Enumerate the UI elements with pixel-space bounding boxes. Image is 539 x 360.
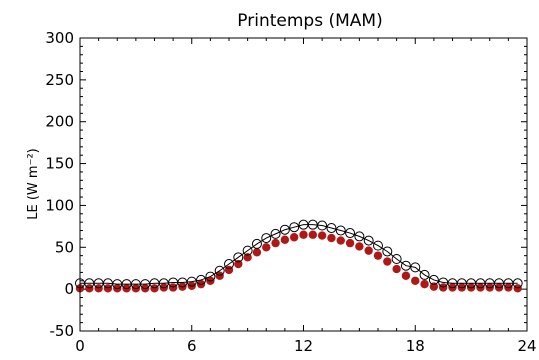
x-tick-label: 12	[294, 337, 313, 355]
series-1-point	[261, 233, 272, 244]
series-1-point	[251, 238, 262, 249]
series-layer	[75, 219, 523, 293]
series-2-point	[355, 242, 364, 251]
series-2-point	[103, 284, 113, 293]
series-1-point	[224, 259, 234, 270]
series-1-point	[363, 235, 374, 246]
series-1-point	[428, 274, 439, 285]
x-tick-label: 24	[517, 337, 536, 355]
series-2-point	[429, 282, 439, 291]
x-tick-label: 0	[75, 337, 85, 355]
series-2-point	[262, 243, 271, 252]
series-2-point	[234, 259, 243, 269]
series-1-point	[233, 252, 244, 263]
series-2-point	[411, 276, 420, 285]
series-2-point	[271, 238, 280, 248]
series-1-point	[373, 240, 383, 251]
series-1-point	[242, 245, 253, 256]
series-2-point	[280, 235, 290, 244]
series-2-point	[420, 279, 429, 289]
series-2-point	[94, 284, 103, 293]
series-2-point	[401, 271, 411, 280]
series-1-point	[270, 228, 281, 239]
series-2-point	[215, 271, 224, 280]
chart-title: Printemps (MAM)	[237, 11, 382, 31]
series-1-point	[289, 222, 300, 233]
series-2-point	[438, 283, 448, 292]
series-2-point	[85, 284, 94, 293]
series-2-point	[243, 253, 252, 262]
series-1-point	[410, 262, 421, 273]
series-1-point	[335, 225, 346, 236]
series-1-point	[326, 223, 337, 234]
y-tick-label: 300	[45, 29, 74, 47]
series-2-point	[252, 248, 262, 257]
series-2-point	[168, 283, 178, 292]
series-2-point	[345, 238, 355, 248]
series-1-point	[196, 274, 207, 285]
series-1-point	[317, 220, 328, 231]
y-tick-label: 0	[64, 280, 74, 298]
y-tick-label: 150	[45, 155, 74, 173]
series-1-point	[382, 246, 393, 257]
x-tick-label: 18	[406, 337, 425, 355]
series-1-point	[214, 265, 225, 276]
plot-frame	[79, 37, 528, 332]
y-tick-label: 250	[45, 71, 74, 89]
y-tick-label: 100	[45, 196, 74, 214]
series-1-point	[391, 254, 402, 265]
series-2-point	[513, 284, 522, 293]
y-ticks: -50 0 50 100 150 200 250 300	[45, 29, 527, 340]
series-2-point	[336, 236, 345, 245]
y-tick-label: 50	[55, 238, 74, 256]
series-2-point	[299, 230, 308, 239]
series-2-point	[392, 264, 401, 274]
series-1-line	[80, 224, 518, 285]
series-1-point	[279, 224, 290, 235]
series-2-point	[373, 251, 383, 260]
series-1-point	[400, 260, 411, 271]
x-ticks: 0 6 12 18 24	[75, 38, 537, 355]
series-1-point	[512, 278, 523, 289]
series-1-point	[419, 269, 430, 280]
y-axis-label: LE (W m⁻²)	[26, 148, 41, 219]
x-tick-label: 6	[187, 337, 197, 355]
y-tick-label: 200	[45, 113, 74, 131]
series-1-point	[354, 231, 365, 242]
series-2-point	[317, 231, 327, 240]
series-2-point	[364, 246, 373, 255]
y-tick-label: -50	[50, 322, 75, 340]
series-2-point	[289, 233, 299, 242]
series-1-point	[205, 271, 216, 282]
series-2-point	[308, 230, 318, 239]
series-2-point	[327, 233, 336, 243]
series-2-point	[383, 257, 392, 266]
series-1-point	[345, 228, 356, 239]
series-1-point	[186, 276, 197, 287]
series-2-point	[150, 284, 159, 293]
